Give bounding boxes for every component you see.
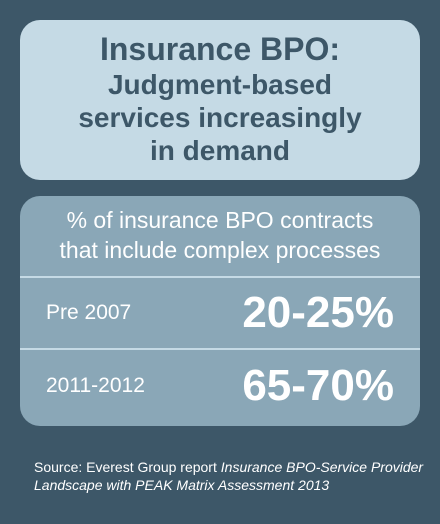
stat-value: 65-70% — [242, 361, 394, 410]
source-report-title: Insurance BPO-Service Provider Landscape… — [34, 459, 424, 494]
subheadline: Judgment-based services increasingly in … — [78, 69, 362, 167]
source-prefix: Source: Everest Group report — [34, 459, 221, 475]
stat-label: Pre 2007 — [46, 301, 132, 324]
stat-row-2011-2012: 2011-2012 65-70% — [20, 350, 420, 422]
stat-label: 2011-2012 — [46, 374, 145, 397]
stat-value: 20-25% — [242, 288, 394, 337]
title-box: Insurance BPO: Judgment-based services i… — [20, 20, 420, 180]
stats-box: % of insurance BPO contracts that includ… — [20, 196, 420, 426]
source-note: Source: Everest Group report Insurance B… — [34, 458, 424, 494]
stats-header: % of insurance BPO contracts that includ… — [20, 196, 420, 278]
headline: Insurance BPO: — [99, 30, 341, 67]
stat-row-pre-2007: Pre 2007 20-25% — [20, 278, 420, 350]
